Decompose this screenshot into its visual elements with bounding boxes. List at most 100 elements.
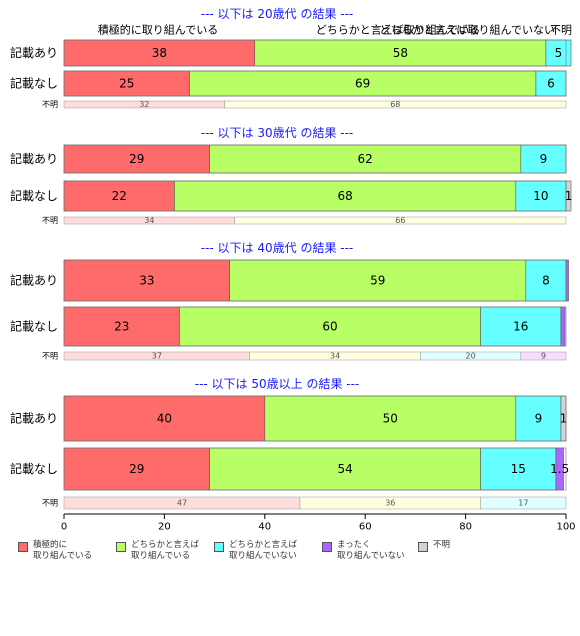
top-header-2: どちらかと言えば取り組んでいる xyxy=(316,24,480,37)
data-label: 68 xyxy=(337,189,352,203)
data-label: 6 xyxy=(547,77,555,91)
bar-segment xyxy=(560,306,566,347)
top-header-1: 積極的に取り組んでいる xyxy=(98,23,218,37)
x-tick-label: 100 xyxy=(556,522,575,533)
legend: 積極的に 取り組んでいる どちらかと言えば 取り組んでいる どちらかと言えば 取… xyxy=(18,540,578,570)
legend-swatch-5 xyxy=(418,542,428,552)
data-label: 69 xyxy=(355,77,370,91)
data-label: 29 xyxy=(129,152,144,166)
unknown-data-label: 34 xyxy=(144,216,154,225)
data-label: 38 xyxy=(152,46,167,60)
data-label: 15 xyxy=(511,462,526,476)
legend-swatch-2 xyxy=(116,542,126,552)
data-label: 50 xyxy=(383,412,398,426)
unknown-label: 不明 xyxy=(42,499,58,508)
row-label: 記載なし xyxy=(10,76,58,91)
legend-item-3: どちらかと言えば 取り組んでいない xyxy=(214,540,297,562)
x-tick-label: 40 xyxy=(258,522,271,533)
unknown-segment xyxy=(224,100,567,109)
unknown-segment xyxy=(234,216,567,225)
bar-frame xyxy=(63,395,567,442)
data-label: 40 xyxy=(157,412,172,426)
row-label: 記載あり xyxy=(10,45,58,60)
data-label: 16 xyxy=(513,320,528,334)
data-label: 1 xyxy=(565,189,573,203)
row-label: 記載あり xyxy=(10,411,58,426)
unknown-data-label: 47 xyxy=(177,499,187,508)
data-label: 8 xyxy=(542,274,550,288)
unknown-data-label: 37 xyxy=(152,352,162,361)
data-label: 10 xyxy=(533,189,548,203)
top-header-4: 不明 xyxy=(550,24,572,37)
data-label: 33 xyxy=(139,274,154,288)
data-label: 62 xyxy=(358,152,373,166)
unknown-data-label: 34 xyxy=(330,352,340,361)
legend-label-2: どちらかと言えば 取り組んでいる xyxy=(131,540,200,561)
unknown-label: 不明 xyxy=(42,100,58,109)
unknown-data-label: 36 xyxy=(385,499,395,508)
bar-segment xyxy=(209,144,522,174)
bar-frame xyxy=(63,306,567,347)
unknown-segment xyxy=(480,496,567,510)
data-label: 9 xyxy=(540,152,548,166)
data-label: 25 xyxy=(119,77,134,91)
legend-item-2: どちらかと言えば 取り組んでいる xyxy=(116,540,199,562)
bar-frame xyxy=(63,144,567,174)
unknown-data-label: 68 xyxy=(390,100,400,109)
bar-frame xyxy=(63,39,567,67)
unknown-data-label: 17 xyxy=(518,499,528,508)
bar-frame xyxy=(63,70,567,97)
bar-frame xyxy=(63,447,567,491)
row-label: 記載なし xyxy=(10,461,58,476)
data-label: 1 xyxy=(560,412,568,426)
legend-label-4: まったく 取り組んでいない xyxy=(337,540,405,561)
group-title-2: --- 以下は 30歳代 の結果 --- xyxy=(201,126,354,140)
unknown-data-label: 9 xyxy=(541,352,546,361)
bar-frame xyxy=(63,259,567,302)
bar-frame xyxy=(63,180,567,212)
bar-segment xyxy=(565,259,569,302)
unknown-data-label: 66 xyxy=(395,216,405,225)
x-tick-label: 20 xyxy=(158,522,171,533)
unknown-segment xyxy=(520,351,567,361)
legend-item-4: まったく 取り組んでいない xyxy=(322,540,405,562)
bar-segment xyxy=(63,180,175,212)
data-label: 60 xyxy=(322,320,337,334)
legend-label-3: どちらかと言えば 取り組んでいない xyxy=(229,540,298,561)
unknown-label: 不明 xyxy=(42,352,58,361)
data-label: 54 xyxy=(337,462,352,476)
data-label: 58 xyxy=(393,46,408,60)
data-label: 5 xyxy=(555,46,563,60)
legend-item-5: 不明 xyxy=(418,540,450,552)
row-label: 記載あり xyxy=(10,273,58,288)
row-label: 記載なし xyxy=(10,319,58,334)
bar-segment xyxy=(189,70,537,97)
unknown-data-label: 20 xyxy=(466,352,476,361)
data-label: 22 xyxy=(112,189,127,203)
row-label: 記載なし xyxy=(10,188,58,203)
unknown-label: 不明 xyxy=(42,216,58,225)
legend-swatch-4 xyxy=(322,542,332,552)
group-title-1: --- 以下は 20歳代 の結果 --- xyxy=(201,7,354,21)
legend-swatch-1 xyxy=(18,542,28,552)
bar-segment xyxy=(179,306,481,347)
legend-label-5: 不明 xyxy=(433,540,451,550)
data-label: 29 xyxy=(129,462,144,476)
legend-item-1: 積極的に 取り組んでいる xyxy=(18,540,92,562)
unknown-data-label: 32 xyxy=(139,100,149,109)
x-tick-label: 0 xyxy=(61,522,67,533)
legend-swatch-3 xyxy=(214,542,224,552)
bar-segment xyxy=(515,180,567,212)
bar-segment xyxy=(63,259,230,302)
group-title-3: --- 以下は 40歳代 の結果 --- xyxy=(201,241,354,255)
row-label: 記載あり xyxy=(10,151,58,166)
bar-segment xyxy=(229,259,527,302)
group-title-4: --- 以下は 50歳以上 の結果 --- xyxy=(195,377,360,391)
bar-segment xyxy=(63,447,210,491)
top-header-3: どちらかと言えば取り組んでいない xyxy=(380,24,555,37)
data-label: 59 xyxy=(370,274,385,288)
data-label: 9 xyxy=(535,412,543,426)
data-label: 1.5 xyxy=(550,462,569,476)
legend-label-1: 積極的に 取り組んでいる xyxy=(33,540,93,561)
